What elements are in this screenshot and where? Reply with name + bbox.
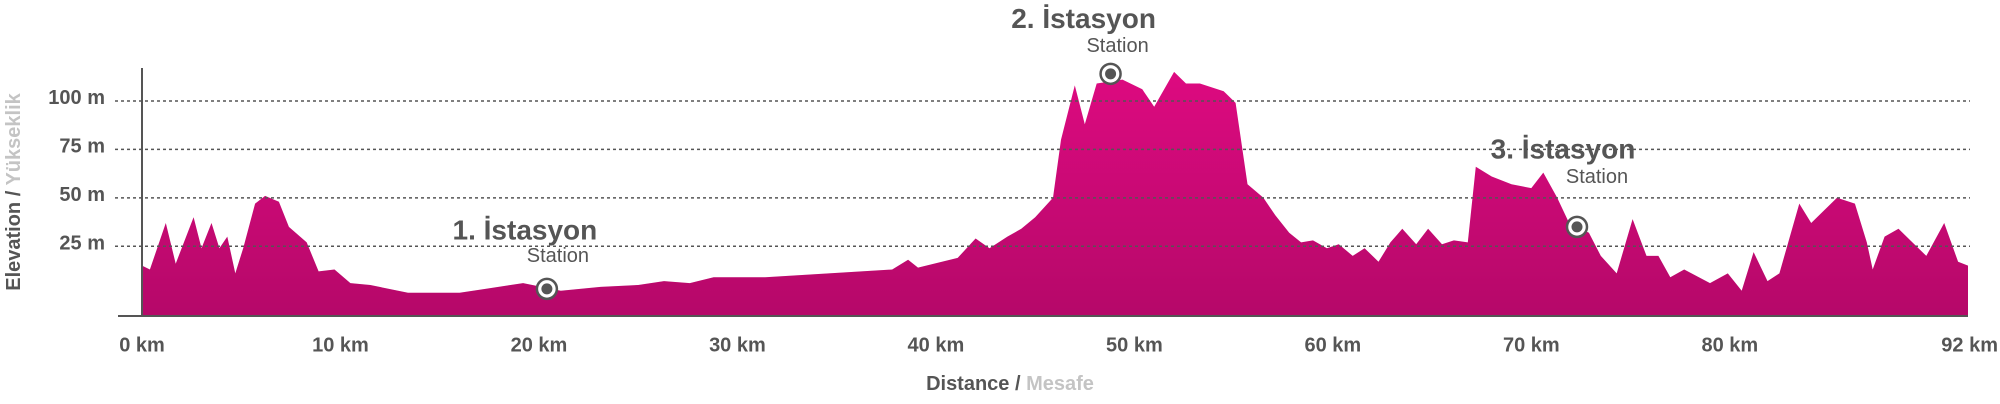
- station-subtitle: Station: [1566, 166, 1628, 188]
- x-tick-label: 50 km: [1106, 334, 1163, 356]
- station-marker-dot: [541, 283, 553, 295]
- station-subtitle: Station: [1086, 35, 1148, 57]
- station-marker-dot: [1105, 68, 1117, 80]
- x-tick-label: 92 km: [1941, 334, 1998, 356]
- x-tick-label: 10 km: [312, 334, 369, 356]
- x-tick-label: 70 km: [1503, 334, 1560, 356]
- station-name: 2. İstasyon: [1011, 3, 1156, 34]
- x-tick-label: 80 km: [1701, 334, 1758, 356]
- station-name: 1. İstasyon: [453, 214, 598, 245]
- station-marker-dot: [1571, 221, 1583, 233]
- y-tick-label: 25 m: [59, 233, 105, 255]
- y-axis-label: Elevation / Yükseklik: [3, 92, 25, 290]
- elevation-shade: [142, 71, 1968, 317]
- x-tick-label: 0 km: [119, 334, 165, 356]
- x-axis-label-secondary: Mesafe: [1026, 373, 1094, 395]
- x-tick-label: 30 km: [709, 334, 766, 356]
- y-tick-label: 50 m: [59, 184, 105, 206]
- x-axis-label-main: Distance /: [926, 373, 1021, 395]
- y-axis-label-main: Elevation /: [3, 190, 25, 290]
- x-tick-label: 40 km: [908, 334, 965, 356]
- x-tick-label: 60 km: [1305, 334, 1362, 356]
- y-tick-label: 75 m: [59, 136, 105, 158]
- y-tick-label: 100 m: [48, 87, 105, 109]
- station-subtitle: Station: [527, 245, 589, 267]
- y-axis-label-secondary: Yükseklik: [3, 92, 25, 185]
- station-name: 3. İstasyon: [1491, 133, 1636, 164]
- x-tick-label: 20 km: [511, 334, 568, 356]
- x-axis-label: Distance / Mesafe: [926, 373, 1094, 395]
